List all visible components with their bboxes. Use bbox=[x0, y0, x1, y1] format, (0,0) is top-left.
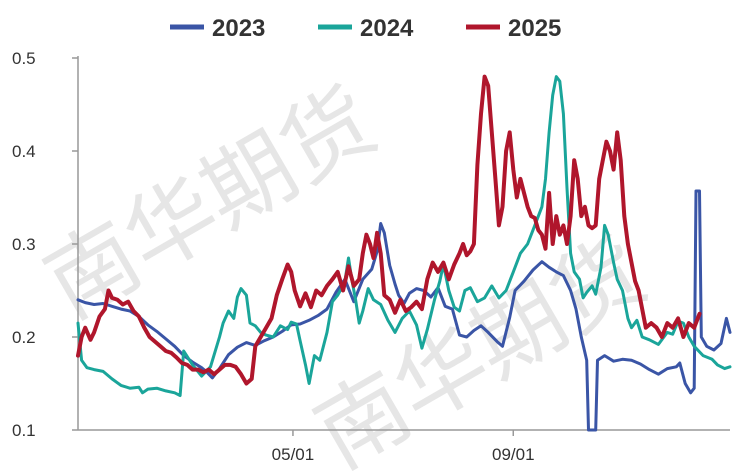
watermark-text-2: 南华期货 bbox=[299, 218, 663, 471]
legend-label-2023: 2023 bbox=[212, 15, 265, 42]
legend: 2023 2024 2025 bbox=[170, 15, 561, 42]
y-tick-label: 0.2 bbox=[12, 328, 36, 347]
y-tick-label: 0.5 bbox=[12, 49, 36, 68]
legend-label-2025: 2025 bbox=[508, 15, 561, 42]
y-tick-label: 0.4 bbox=[12, 142, 36, 161]
y-tick-label: 0.3 bbox=[12, 235, 36, 254]
series-line-2024 bbox=[76, 75, 732, 398]
legend-label-2024: 2024 bbox=[360, 15, 414, 42]
axes: 0.1 0.2 0.3 0.4 0.5 05/01 09/01 bbox=[12, 49, 730, 464]
x-axis-ticks: 05/01 09/01 bbox=[272, 430, 535, 464]
y-tick-label: 0.1 bbox=[12, 421, 36, 440]
series-line-2023 bbox=[76, 189, 732, 432]
x-tick-label: 09/01 bbox=[492, 445, 535, 464]
series-line-2025 bbox=[76, 74, 702, 386]
series-layer bbox=[76, 74, 732, 432]
x-tick-label: 05/01 bbox=[272, 445, 315, 464]
y-axis-ticks: 0.1 0.2 0.3 0.4 0.5 bbox=[12, 49, 78, 440]
watermark-text-1: 南华期货 bbox=[29, 68, 393, 339]
